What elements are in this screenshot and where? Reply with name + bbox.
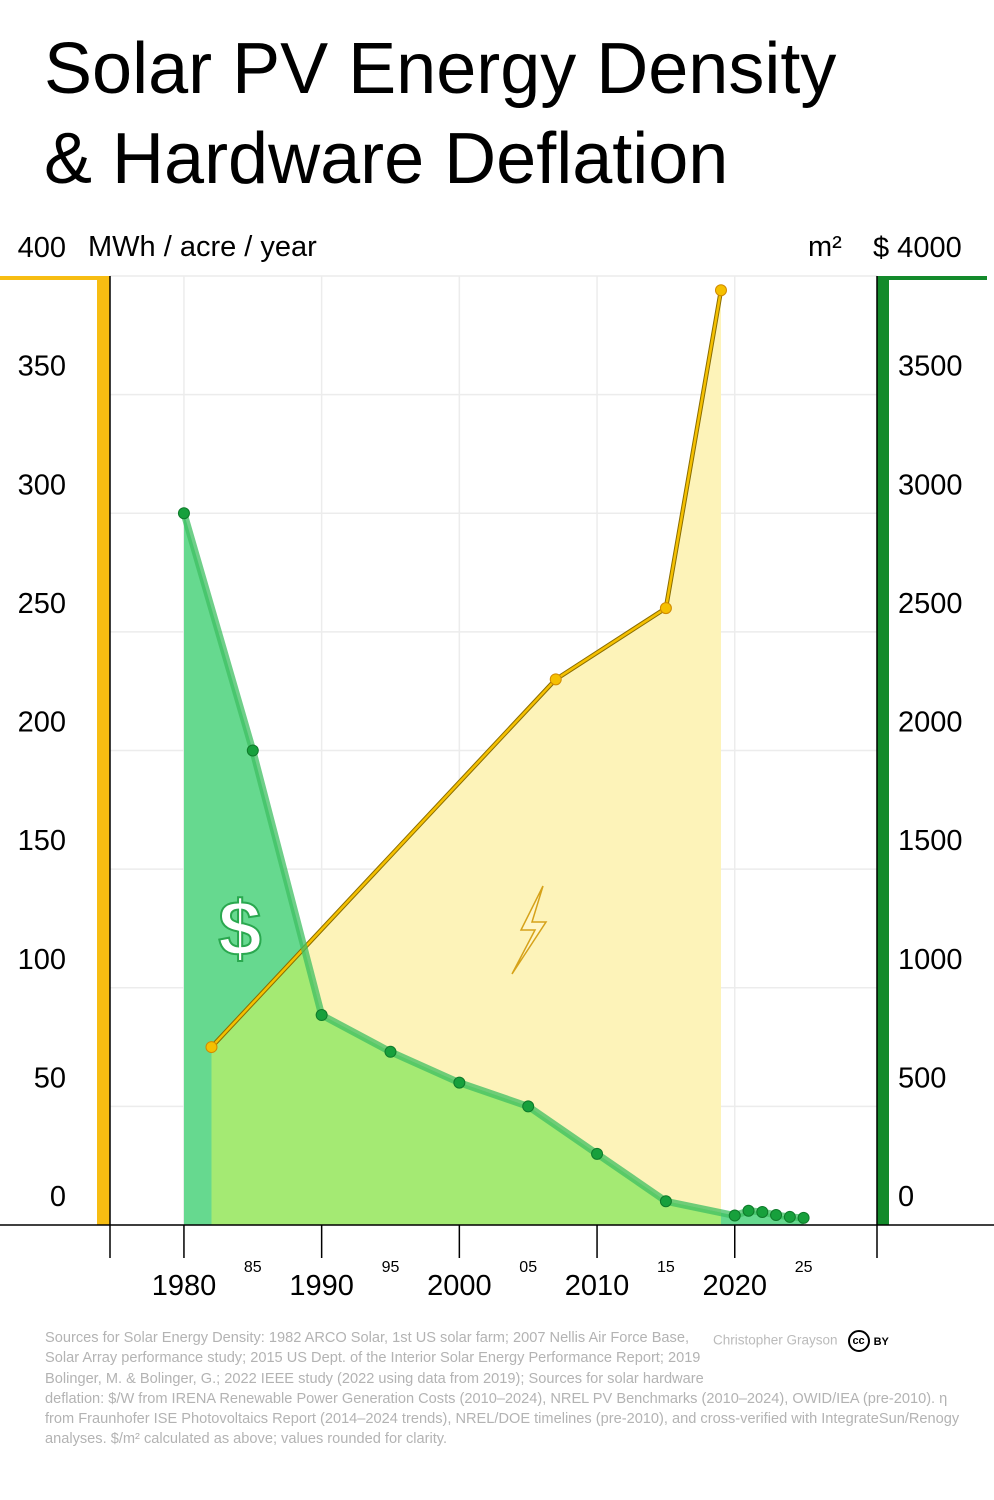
dollar-icon: $ bbox=[218, 884, 261, 972]
x-minor-tick-label: 95 bbox=[382, 1259, 400, 1276]
y-axis-label: MWh / acre / year bbox=[88, 231, 317, 263]
x-minor-tick-label: 25 bbox=[795, 1259, 813, 1276]
y-tick-label: 0 bbox=[50, 1181, 66, 1213]
x-minor-tick-label: 15 bbox=[657, 1259, 675, 1276]
y-tick-label: 100 bbox=[18, 944, 66, 976]
point bbox=[797, 1211, 810, 1224]
point bbox=[728, 1209, 741, 1222]
y-tick-label: 300 bbox=[18, 469, 66, 501]
y2-tick-label: 1500 bbox=[898, 825, 963, 857]
chart: MWh / acre / year m² $ 05010015020025030… bbox=[0, 231, 994, 1302]
x-tick-label: 2010 bbox=[565, 1270, 630, 1302]
y2-axis-cap bbox=[877, 276, 987, 280]
y-tick-label: 50 bbox=[34, 1062, 66, 1094]
chart-title: & Hardware Deflation bbox=[44, 119, 729, 199]
y2-tick-label: 500 bbox=[898, 1062, 946, 1094]
point bbox=[783, 1210, 796, 1223]
point bbox=[659, 1195, 672, 1208]
point bbox=[384, 1045, 397, 1058]
y2-tick-label: 3000 bbox=[898, 469, 963, 501]
credit: Christopher Grayson cc BY bbox=[713, 1328, 963, 1386]
y2-tick-label: 2000 bbox=[898, 707, 963, 739]
sources-text: Sources for Solar Energy Density: 1982 A… bbox=[45, 1330, 960, 1448]
y-tick-label: 400 bbox=[18, 232, 66, 264]
point bbox=[522, 1100, 535, 1113]
y2-tick-label: $ 4000 bbox=[873, 232, 962, 264]
y2-tick-label: 0 bbox=[898, 1181, 914, 1213]
cc-icon: cc bbox=[847, 1330, 870, 1352]
y-axis-bar bbox=[97, 276, 110, 1225]
author: Christopher Grayson bbox=[713, 1332, 838, 1348]
x-minor-tick-label: 05 bbox=[519, 1259, 537, 1276]
x-tick-label: 1990 bbox=[289, 1270, 354, 1302]
bolt-icon bbox=[511, 885, 548, 975]
x-tick-label: 2000 bbox=[427, 1270, 492, 1302]
y-tick-label: 250 bbox=[18, 588, 66, 620]
point bbox=[549, 673, 562, 686]
x-tick-label: 2020 bbox=[702, 1270, 767, 1302]
point bbox=[315, 1009, 328, 1022]
point bbox=[205, 1041, 218, 1054]
point bbox=[246, 744, 259, 757]
point bbox=[591, 1147, 604, 1160]
area-overlap bbox=[211, 513, 721, 1225]
y-tick-label: 350 bbox=[18, 351, 66, 383]
point bbox=[659, 602, 672, 615]
license: BY bbox=[873, 1335, 889, 1348]
y2-tick-label: 3500 bbox=[898, 351, 963, 383]
line bbox=[210, 290, 723, 1048]
y2-axis-label: m² bbox=[808, 231, 842, 263]
x-minor-tick-label: 85 bbox=[244, 1259, 262, 1276]
y2-tick-label: 2500 bbox=[898, 588, 963, 620]
y-tick-label: 200 bbox=[18, 707, 66, 739]
y-axis-cap bbox=[0, 276, 110, 280]
y-tick-label: 150 bbox=[18, 825, 66, 857]
point bbox=[714, 284, 727, 297]
y2-axis-bar bbox=[877, 276, 889, 1225]
point bbox=[756, 1205, 769, 1218]
x-tick-label: 1980 bbox=[152, 1270, 217, 1302]
point bbox=[453, 1076, 466, 1089]
area bbox=[211, 290, 721, 1225]
chart-title: Solar PV Energy Density bbox=[44, 29, 837, 109]
y2-tick-label: 1000 bbox=[898, 944, 963, 976]
sources: Christopher Grayson cc BY Sources for Solar… bbox=[45, 1328, 963, 1450]
point bbox=[742, 1204, 755, 1217]
point bbox=[177, 507, 190, 520]
point bbox=[770, 1209, 783, 1222]
